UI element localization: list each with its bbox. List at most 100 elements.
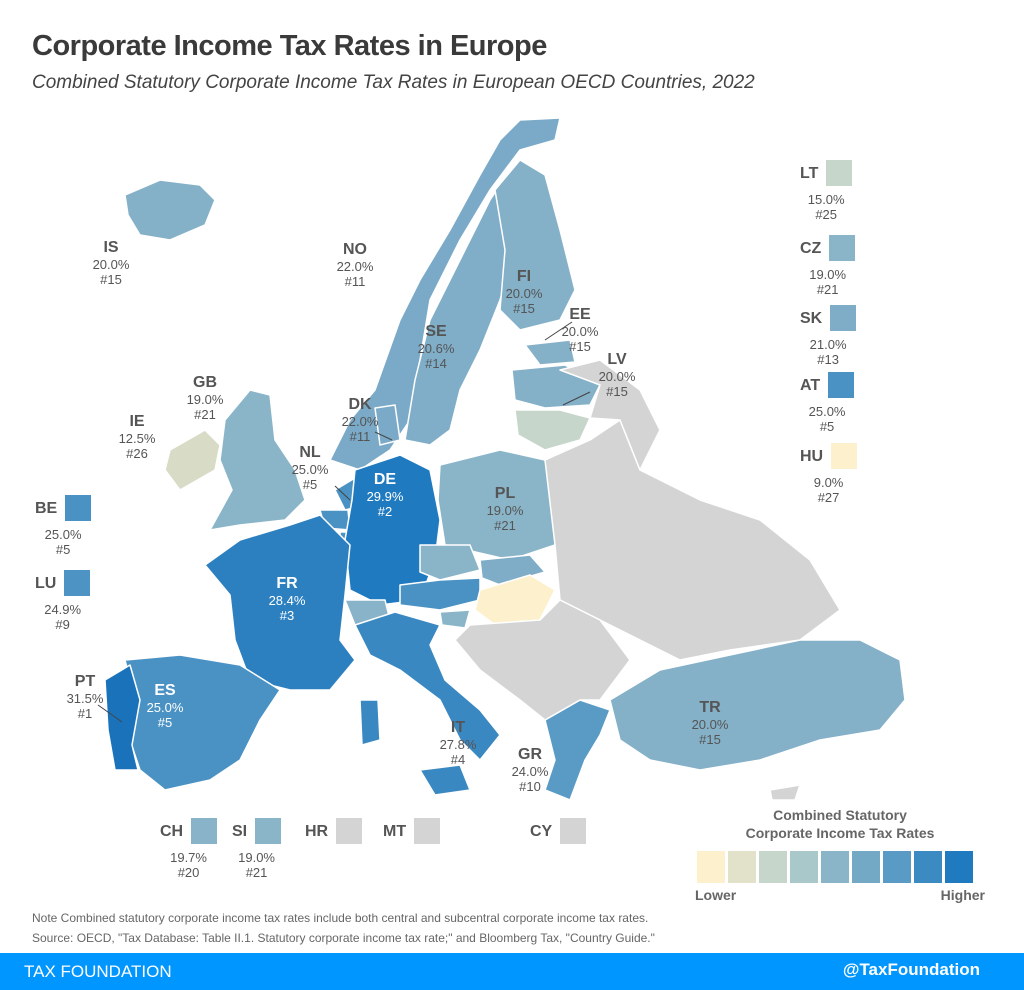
country-code: DK [348,396,372,413]
country-label-lv: LV 20.0% #15 [599,350,636,399]
leader-line-nl [334,485,351,501]
key-ch: CH 19.7% #20 [160,818,218,880]
europe-map [97,117,906,801]
legend-swatch-4 [790,851,818,883]
country-label-fr: FR 28.4% #3 [269,574,306,623]
key-swatch [65,495,92,521]
country-rank: #11 [349,429,371,444]
country-label-fi: FI 20.0% #15 [506,267,543,316]
country-label-nl: NL 25.0% #5 [292,443,329,492]
country-rate: 27.8% [439,737,477,752]
key-sk: SK 21.0% #13 [800,305,857,367]
key-code: HR [305,822,329,840]
country-rank: #21 [194,407,216,422]
key-rate: 9.0% [813,475,844,490]
leader-line-lv [562,391,591,406]
country-code: LV [607,351,627,368]
country-rate: 19.0% [486,503,524,518]
key-hu: HU 9.0% #27 [800,443,858,505]
key-at: AT 25.0% #5 [800,372,855,434]
country-label-se: SE 20.6% #14 [418,322,455,371]
country-shape-cz [419,544,481,581]
notes: Note Combined statutory corporate income… [32,908,655,948]
country-code: SE [425,323,447,340]
country-rate: 20.0% [691,717,729,732]
country-code: IS [103,239,119,256]
key-swatch [414,818,441,844]
country-code: IT [450,719,466,736]
key-rate: 24.9% [44,602,82,617]
country-label-tr: TR 20.0% #15 [692,698,729,747]
country-rate: 28.4% [268,593,306,608]
country-shape-gb [209,389,306,531]
key-code: HU [800,447,824,465]
country-rank: #1 [77,706,93,721]
key-rate: 19.0% [809,267,847,282]
country-rate: 22.0% [341,414,379,429]
key-rank: #5 [819,419,835,434]
key-code: BE [35,499,58,517]
key-si: SI 19.0% #21 [232,818,282,880]
country-rate: 20.0% [505,286,543,301]
key-swatch [255,818,282,844]
key-rank: #20 [177,865,200,880]
country-shape-is [124,179,216,241]
country-code: NL [299,444,321,461]
key-rank: #25 [815,207,838,222]
country-code: TR [699,699,721,716]
country-shape-it [354,611,501,796]
footer-handle[interactable]: @TaxFoundation [842,960,980,979]
country-rate: 12.5% [118,431,156,446]
note-text: Note Combined statutory corporate income… [32,911,649,925]
country-rate: 19.0% [186,392,224,407]
country-rank: #15 [569,339,591,354]
country-shape-tr [609,639,906,771]
key-rank: #13 [817,352,839,367]
key-swatch [831,443,858,469]
country-rank: #11 [344,274,366,289]
key-rate: 19.7% [170,850,207,865]
country-code: EE [569,306,591,323]
legend-swatch-1 [697,851,725,883]
country-rank: #14 [425,356,447,371]
country-code: DE [373,471,397,488]
key-code: MT [383,822,407,840]
country-label-is: IS 20.0% #15 [93,238,130,287]
legend-scale [697,851,985,883]
page-title: Corporate Income Tax Rates in Europe [32,30,547,62]
footer-bar: TAX FOUNDATION @TaxFoundation [0,953,1024,990]
legend-swatch-5 [821,851,849,883]
country-rate: 20.0% [598,369,636,384]
key-rank: #9 [55,617,70,632]
country-shape-si [439,609,471,629]
country-rank: #15 [100,272,122,287]
key-cz: CZ 19.0% #21 [800,235,856,297]
key-code: CH [160,822,184,840]
country-code: IE [129,413,145,430]
key-rate: 25.0% [808,404,846,419]
country-code: FR [276,575,298,592]
country-code: NO [343,241,367,258]
country-rate: 29.9% [366,489,404,504]
key-code: CZ [800,239,822,257]
country-code: PL [494,485,516,502]
key-code: AT [800,376,821,394]
page-subtitle: Combined Statutory Corporate Income Tax … [32,72,755,93]
key-mt: MT [383,818,441,844]
country-label-ie: IE 12.5% #26 [119,412,156,461]
country-shape-gr [544,699,611,801]
key-rank: #5 [55,542,71,557]
key-be: BE 25.0% #5 [35,495,92,557]
legend-swatch-9 [945,851,973,883]
country-code: FI [516,268,532,285]
key-rate: 25.0% [44,527,82,542]
key-rate: 15.0% [807,192,845,207]
legend-title-line2: Corporate Income Tax Rates [745,825,935,841]
legend-title-line1: Combined Statutory [773,807,907,823]
color-legend: Combined Statutory Corporate Income Tax … [695,806,985,903]
country-shape-lt [514,409,591,451]
key-swatch [191,818,218,844]
country-rate: 20.0% [92,257,130,272]
legend-swatch-2 [728,851,756,883]
country-rank: #3 [279,608,295,623]
